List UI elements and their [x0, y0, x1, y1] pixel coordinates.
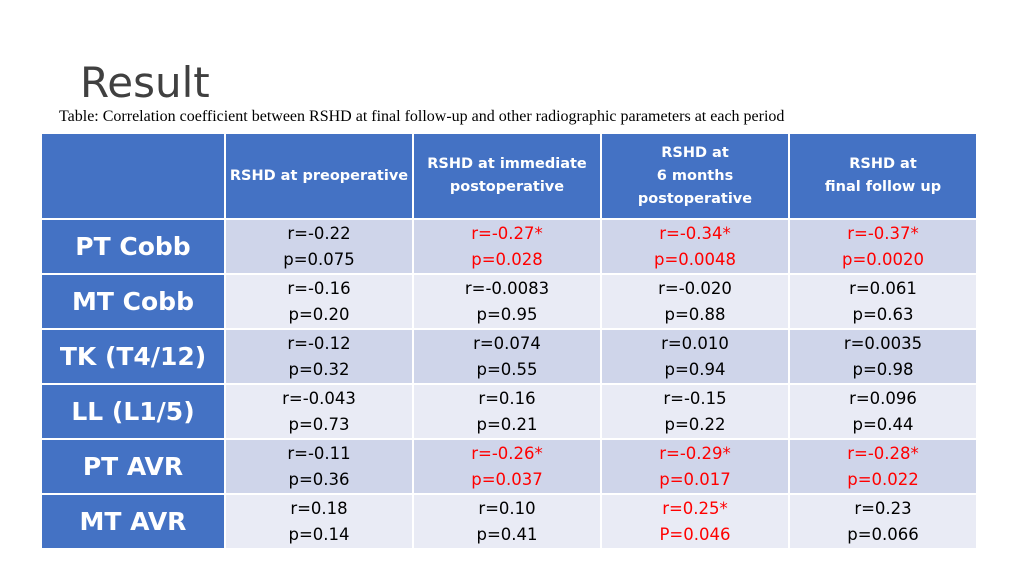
table-row: MT AVR r=0.18 p=0.14 r=0.10 p=0.41 r=0.25* P=0…: [40, 493, 978, 550]
p-value: p=0.32: [288, 359, 350, 379]
p-value: p=0.0048: [653, 249, 737, 269]
r-value: r=-0.020: [658, 278, 732, 298]
header-row: RSHD at preoperative RSHD at immediate p…: [40, 132, 978, 220]
correlation-cell: r=0.23 p=0.066: [788, 493, 978, 550]
r-value: r=-0.22: [287, 223, 351, 243]
r-value: r=-0.29*: [659, 443, 731, 463]
correlation-cell: r=0.074 p=0.55: [412, 328, 602, 385]
table-body: PT Cobb r=-0.22 p=0.075 r=-0.27* p=0.028 r=-0…: [40, 218, 978, 550]
r-value: r=-0.28*: [847, 443, 919, 463]
correlation-cell: r=0.010 p=0.94: [600, 328, 790, 385]
p-value: p=0.022: [847, 469, 919, 489]
r-value: r=-0.11: [287, 443, 351, 463]
column-header-immediate-postoperative: RSHD at immediate postoperative: [412, 132, 602, 220]
slide-title: Result: [80, 58, 210, 107]
correlation-cell: r=-0.12 p=0.32: [224, 328, 414, 385]
p-value: p=0.36: [288, 469, 350, 489]
r-value: r=0.0035: [843, 333, 923, 353]
correlation-cell: r=-0.22 p=0.075: [224, 218, 414, 275]
correlation-cell: r=0.0035 p=0.98: [788, 328, 978, 385]
table-row: MT Cobb r=-0.16 p=0.20 r=-0.0083 p=0.95 r=-0.…: [40, 273, 978, 330]
r-value: r=0.25*: [662, 498, 728, 518]
r-value: r=-0.15: [663, 388, 727, 408]
row-label: PT AVR: [40, 438, 226, 495]
table-row: PT AVR r=-0.11 p=0.36 r=-0.26* p=0.037 r=-0.2…: [40, 438, 978, 495]
r-value: r=0.096: [849, 388, 917, 408]
correlation-cell: r=-0.29* p=0.017: [600, 438, 790, 495]
correlation-cell: r=0.10 p=0.41: [412, 493, 602, 550]
r-value: r=0.18: [290, 498, 348, 518]
p-value: p=0.22: [664, 414, 726, 434]
correlation-cell: r=-0.11 p=0.36: [224, 438, 414, 495]
column-header-preoperative: RSHD at preoperative: [224, 132, 414, 220]
r-value: r=-0.37*: [847, 223, 919, 243]
p-value: p=0.017: [659, 469, 731, 489]
header-corner-cell: [40, 132, 226, 220]
correlation-cell: r=0.25* P=0.046: [600, 493, 790, 550]
row-label: TK (T4/12): [40, 328, 226, 385]
correlation-cell: r=0.16 p=0.21: [412, 383, 602, 440]
p-value: p=0.028: [471, 249, 543, 269]
r-value: r=-0.27*: [471, 223, 543, 243]
column-header-final-follow-up: RSHD at final follow up: [788, 132, 978, 220]
correlation-cell: r=-0.27* p=0.028: [412, 218, 602, 275]
p-value: p=0.44: [852, 414, 914, 434]
r-value: r=-0.043: [282, 388, 356, 408]
p-value: p=0.21: [476, 414, 538, 434]
r-value: r=0.16: [478, 388, 536, 408]
correlation-cell: r=-0.020 p=0.88: [600, 273, 790, 330]
r-value: r=0.010: [661, 333, 729, 353]
p-value: p=0.55: [476, 359, 538, 379]
p-value: p=0.98: [852, 359, 914, 379]
p-value: p=0.95: [476, 304, 538, 324]
row-label: MT AVR: [40, 493, 226, 550]
table-row: PT Cobb r=-0.22 p=0.075 r=-0.27* p=0.028 r=-0…: [40, 218, 978, 275]
correlation-cell: r=-0.34* p=0.0048: [600, 218, 790, 275]
correlation-table: RSHD at preoperative RSHD at immediate p…: [40, 132, 978, 550]
p-value: p=0.0020: [841, 249, 925, 269]
row-label: MT Cobb: [40, 273, 226, 330]
r-value: r=-0.0083: [464, 278, 550, 298]
table-row: LL (L1/5) r=-0.043 p=0.73 r=0.16 p=0.21 r=-0.…: [40, 383, 978, 440]
p-value: p=0.63: [852, 304, 914, 324]
p-value: p=0.88: [664, 304, 726, 324]
r-value: r=-0.12: [287, 333, 351, 353]
p-value: p=0.41: [476, 524, 538, 544]
p-value: p=0.075: [283, 249, 355, 269]
r-value: r=0.10: [478, 498, 536, 518]
table-row: TK (T4/12) r=-0.12 p=0.32 r=0.074 p=0.55 r=0.…: [40, 328, 978, 385]
r-value: r=-0.26*: [471, 443, 543, 463]
row-label: PT Cobb: [40, 218, 226, 275]
r-value: r=0.074: [473, 333, 541, 353]
column-header-6-months-postoperative: RSHD at 6 months postoperative: [600, 132, 790, 220]
correlation-cell: r=-0.16 p=0.20: [224, 273, 414, 330]
table-caption: Table: Correlation coefficient between R…: [59, 108, 785, 125]
row-label: LL (L1/5): [40, 383, 226, 440]
correlation-cell: r=0.096 p=0.44: [788, 383, 978, 440]
r-value: r=0.061: [849, 278, 917, 298]
correlation-cell: r=-0.043 p=0.73: [224, 383, 414, 440]
correlation-cell: r=-0.26* p=0.037: [412, 438, 602, 495]
p-value: P=0.046: [659, 524, 731, 544]
correlation-cell: r=0.18 p=0.14: [224, 493, 414, 550]
correlation-cell: r=0.061 p=0.63: [788, 273, 978, 330]
r-value: r=-0.34*: [659, 223, 731, 243]
correlation-cell: r=-0.28* p=0.022: [788, 438, 978, 495]
p-value: p=0.94: [664, 359, 726, 379]
p-value: p=0.20: [288, 304, 350, 324]
correlation-cell: r=-0.37* p=0.0020: [788, 218, 978, 275]
p-value: p=0.73: [288, 414, 350, 434]
p-value: p=0.037: [471, 469, 543, 489]
correlation-cell: r=-0.15 p=0.22: [600, 383, 790, 440]
p-value: p=0.066: [847, 524, 919, 544]
correlation-cell: r=-0.0083 p=0.95: [412, 273, 602, 330]
r-value: r=0.23: [854, 498, 912, 518]
r-value: r=-0.16: [287, 278, 351, 298]
p-value: p=0.14: [288, 524, 350, 544]
